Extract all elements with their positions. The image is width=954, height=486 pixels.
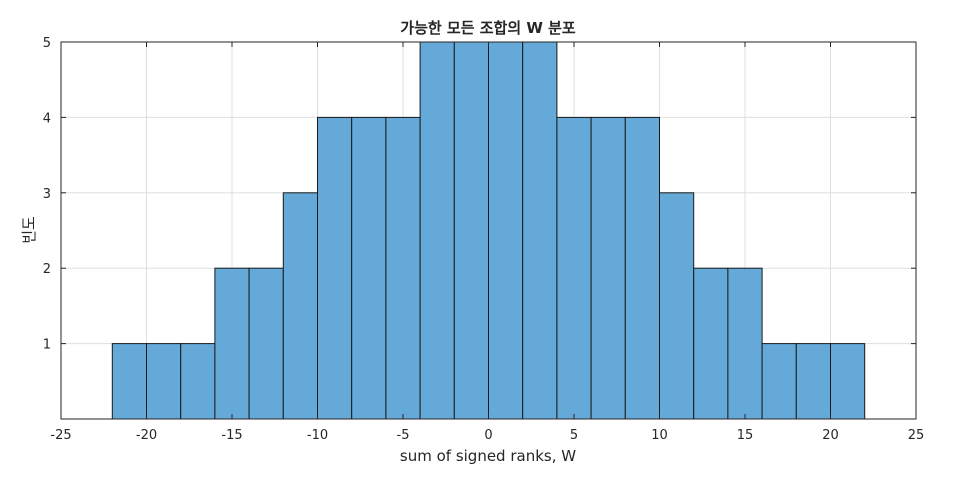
x-tick-label: 10: [651, 428, 668, 443]
x-tick-label: 20: [822, 428, 839, 443]
x-tick-label: -15: [221, 428, 242, 443]
bars: [111, 41, 866, 420]
histogram-bar: [522, 41, 558, 420]
histogram-bar: [488, 41, 524, 420]
histogram-bar: [419, 41, 455, 420]
histogram-bar: [453, 41, 489, 420]
y-tick-label: 4: [43, 111, 51, 126]
y-tick-label: 2: [43, 262, 51, 277]
axes: [60, 41, 917, 420]
histogram-bar: [214, 267, 250, 420]
tick-labels: -25 -20 -15 -10 -5 0 5 10 15 20 25 1 2 3 4 5: [43, 36, 925, 443]
histogram-bar: [830, 343, 866, 420]
histogram-bar: [111, 343, 148, 420]
histogram-bar: [693, 267, 729, 420]
histogram-bar: [146, 343, 182, 420]
histogram-bar: [317, 116, 353, 420]
x-tick-label: -10: [307, 428, 328, 443]
histogram-bar: [624, 116, 660, 420]
histogram-bar: [180, 343, 216, 420]
y-axis-label: 빈도: [20, 216, 38, 244]
x-tick-label: 0: [484, 428, 492, 443]
histogram-bar: [795, 343, 831, 420]
x-axis-label: sum of signed ranks, W: [400, 447, 576, 465]
y-tick-label: 3: [43, 187, 51, 202]
histogram-bar: [282, 192, 318, 420]
histogram-bar: [727, 267, 763, 420]
x-tick-label: -25: [50, 428, 71, 443]
x-tick-label: -5: [397, 428, 410, 443]
histogram-bar: [385, 116, 421, 420]
x-tick-label: 25: [908, 428, 925, 443]
y-tick-label: 1: [43, 338, 51, 353]
histogram-bar: [590, 116, 626, 420]
histogram-bar: [556, 116, 592, 420]
x-tick-label: 5: [570, 428, 578, 443]
histogram-bar: [659, 192, 695, 420]
histogram-bar: [761, 343, 797, 420]
chart-title: 가능한 모든 조합의 W 분포: [400, 19, 576, 37]
x-tick-label: -20: [136, 428, 157, 443]
histogram-bar: [248, 267, 284, 420]
histogram-bar: [351, 116, 387, 420]
y-tick-label: 5: [43, 36, 51, 51]
x-tick-label: 15: [737, 428, 754, 443]
